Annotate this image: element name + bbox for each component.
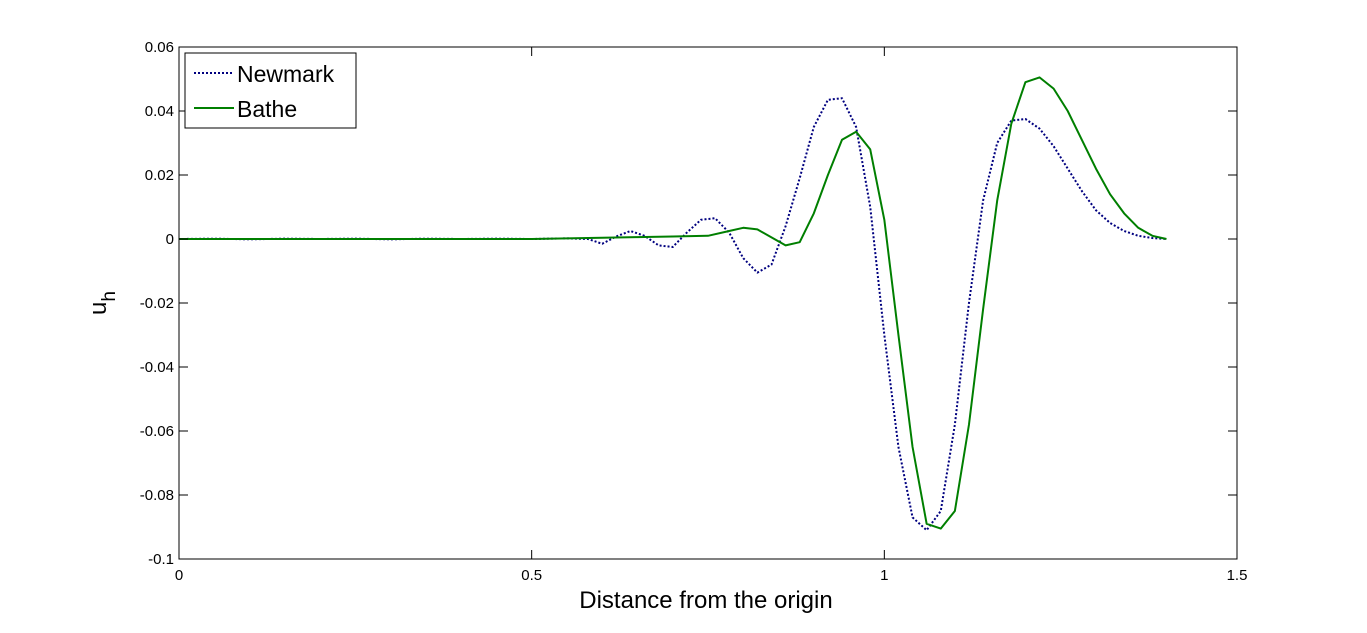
svg-text:uh: uh <box>85 291 120 315</box>
plot-area <box>179 47 1237 559</box>
y-axis-label-subscript: h <box>99 291 120 302</box>
y-tick-label: -0.06 <box>140 423 174 440</box>
y-axis-label-main: u <box>85 302 112 315</box>
series-line-newmark <box>178 97 1167 532</box>
y-tick-label: -0.08 <box>140 487 174 504</box>
series-layer <box>178 76 1167 532</box>
y-tick-label: 0.02 <box>145 167 174 184</box>
x-tick-label: 1 <box>880 567 888 584</box>
y-tick-label: 0.04 <box>145 103 174 120</box>
y-tick-label: 0 <box>166 231 174 248</box>
series-line-bathe <box>179 76 1167 530</box>
legend-box <box>184 52 357 129</box>
legend: Newmark Bathe <box>184 52 357 129</box>
y-tick-label: 0.06 <box>145 39 174 56</box>
y-tick-label: -0.1 <box>148 551 174 568</box>
y-tick-label: -0.02 <box>140 295 174 312</box>
x-tick-label: 0 <box>175 567 183 584</box>
x-tick-label: 1.5 <box>1227 567 1248 584</box>
y-tick-label: -0.04 <box>140 359 174 376</box>
x-axis-ticks: 0 0.5 1 1.5 <box>175 47 1248 584</box>
legend-label-bathe: Bathe <box>237 96 297 122</box>
x-axis-label: Distance from the origin <box>579 587 832 614</box>
y-axis-ticks: -0.1 -0.08 -0.06 -0.04 -0.02 0 0.02 0.04 0.06 <box>140 39 1237 568</box>
y-axis-label: uh <box>85 291 120 315</box>
legend-label-newmark: Newmark <box>237 61 335 87</box>
x-tick-label: 0.5 <box>521 567 542 584</box>
